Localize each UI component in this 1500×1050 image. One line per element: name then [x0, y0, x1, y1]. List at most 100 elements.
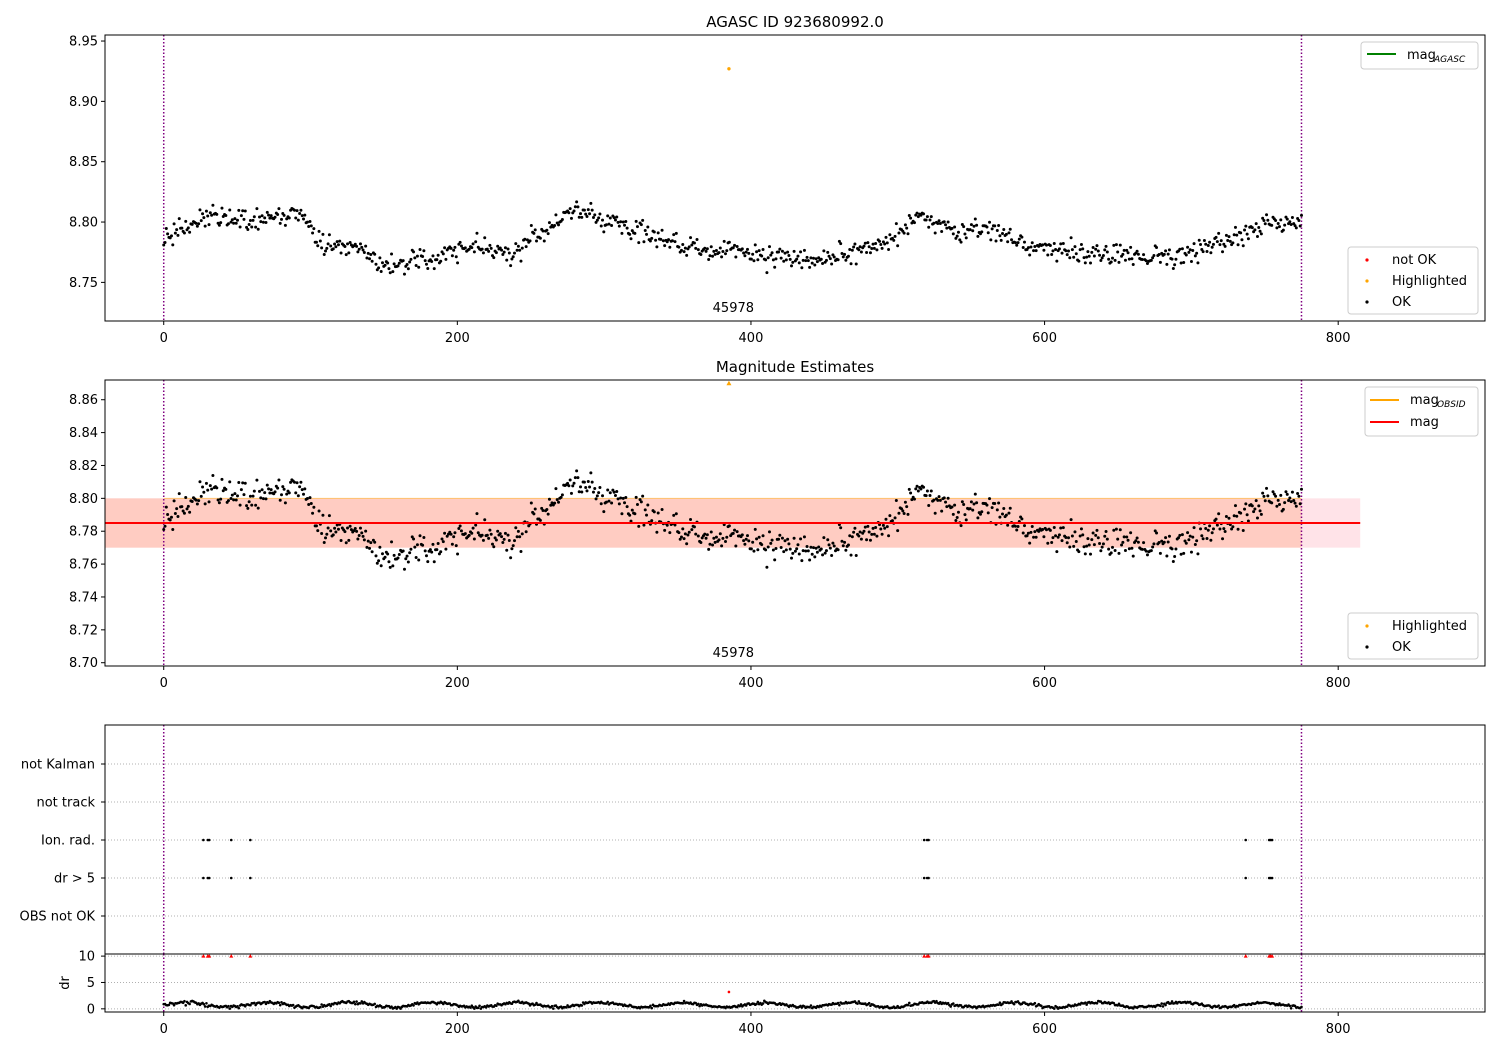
ok-point [674, 512, 678, 516]
ok-point [500, 535, 504, 539]
ok-point [321, 232, 325, 236]
ok-point [1171, 266, 1175, 270]
ok-point [643, 508, 647, 512]
ok-point [797, 261, 801, 265]
ok-point [787, 542, 791, 546]
ok-point [881, 523, 885, 527]
ok-point [346, 526, 350, 530]
ok-point [616, 220, 620, 224]
ok-point [203, 224, 207, 228]
ok-point [986, 511, 990, 515]
ok-point [568, 207, 572, 211]
ok-point [547, 221, 551, 225]
ok-point [699, 252, 703, 256]
ok-point [1277, 503, 1281, 507]
ok-point [453, 531, 457, 535]
ok-point [968, 228, 972, 232]
ok-point [972, 224, 976, 228]
ok-point [1073, 245, 1077, 249]
ok-point [195, 224, 199, 228]
ok-point [1122, 535, 1126, 539]
ok-point [902, 511, 906, 515]
ok-point [380, 261, 384, 265]
ok-point [1054, 248, 1058, 252]
ok-point [1241, 529, 1245, 533]
ok-point [727, 524, 731, 528]
ok-point [405, 262, 409, 266]
ok-point [1105, 250, 1109, 254]
ok-point [370, 550, 374, 554]
ok-point [1077, 259, 1081, 263]
ok-point [777, 537, 781, 541]
ok-point [630, 229, 634, 233]
ok-point [1008, 227, 1012, 231]
ok-point [1233, 225, 1237, 229]
ok-point [897, 511, 901, 515]
ok-point [954, 519, 958, 523]
legend-box [1347, 612, 1479, 660]
ok-point [955, 515, 959, 519]
ok-point [1007, 231, 1011, 235]
ok-point [1214, 517, 1218, 521]
ok-point [1209, 251, 1213, 255]
ok-point [453, 245, 457, 249]
ok-point [422, 535, 426, 539]
ok-point [594, 497, 598, 501]
ok-point [333, 526, 337, 530]
ok-point [1297, 219, 1301, 223]
ok-point [190, 499, 194, 503]
ok-point [1158, 551, 1162, 555]
ok-point [215, 486, 219, 490]
dr-point [1159, 1004, 1162, 1008]
dr-point [1095, 1001, 1099, 1005]
ok-point [846, 254, 850, 258]
ok-point [1236, 243, 1240, 247]
ok-point [339, 251, 343, 255]
ok-point [604, 500, 608, 504]
ok-point [554, 487, 558, 491]
ok-point [1052, 526, 1056, 530]
dr-clipped-point [926, 954, 931, 958]
ok-point [481, 538, 485, 542]
ok-point [475, 231, 479, 235]
ok-point [169, 515, 173, 519]
x-tick-label: 400 [739, 1022, 764, 1037]
flag-point [207, 876, 211, 880]
dr-point [188, 1002, 191, 1006]
ok-point [1111, 545, 1115, 549]
ok-point [238, 225, 242, 229]
ok-point [373, 252, 377, 256]
ok-point [1262, 219, 1266, 223]
ok-point [922, 212, 926, 216]
ok-point [953, 503, 957, 507]
ok-point [250, 503, 254, 507]
y-tick-label: 8.75 [69, 276, 98, 291]
ok-point [1187, 250, 1191, 254]
ok-point [421, 543, 425, 547]
ok-point [492, 545, 496, 549]
ok-point [1129, 531, 1133, 535]
ok-point [1142, 253, 1146, 257]
ok-point [245, 504, 249, 508]
ok-point [336, 243, 340, 247]
dr-point [1016, 1000, 1020, 1003]
ok-point [852, 530, 856, 534]
ok-point [584, 486, 588, 490]
ok-point [1068, 545, 1072, 549]
ok-point [454, 544, 458, 548]
ok-point [1066, 536, 1070, 540]
ok-point [604, 223, 608, 227]
ok-point [1180, 247, 1184, 251]
ok-point [219, 221, 223, 225]
ok-point [488, 528, 492, 532]
ok-point [808, 558, 812, 562]
ok-point [309, 224, 313, 228]
ok-point [815, 550, 819, 554]
ok-point [806, 549, 810, 553]
ok-point [329, 244, 333, 248]
ok-point [386, 261, 390, 265]
ok-point [597, 491, 601, 495]
ok-point [198, 480, 202, 484]
ok-point [1204, 527, 1208, 531]
ok-point [909, 491, 913, 495]
